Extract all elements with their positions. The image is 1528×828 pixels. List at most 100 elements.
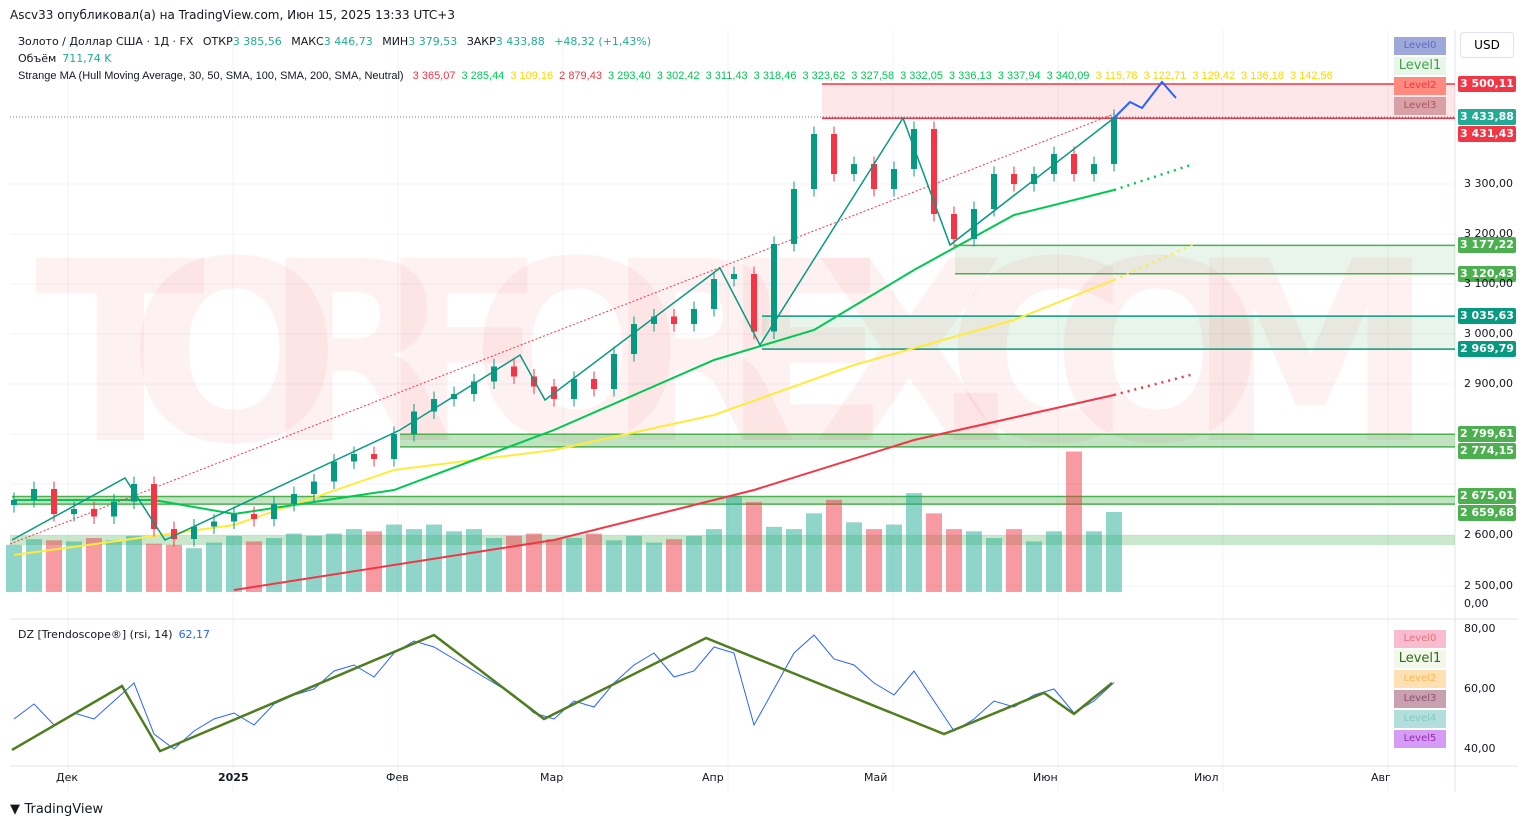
low-label: МИН — [382, 35, 409, 48]
published-header: Ascv33 опубликовал(а) на TradingView.com… — [10, 8, 455, 22]
symbol-name[interactable]: Золото / Доллар США · 1Д · FX — [18, 35, 194, 48]
candle-body — [91, 509, 97, 517]
volume-bar — [1046, 531, 1062, 592]
rsi-axis-label: 40,00 — [1464, 742, 1496, 755]
footer-brand: TradingView — [24, 802, 104, 817]
volume-bar — [786, 529, 802, 592]
rsi-level-legend-box: Level3 — [1394, 690, 1446, 708]
candle-body — [711, 279, 717, 309]
candle-body — [1111, 117, 1117, 164]
volume-bar — [766, 526, 782, 592]
trend-line — [9, 113, 1115, 545]
time-axis-label: 2025 — [218, 771, 249, 784]
indicator-value: 3 285,44 — [461, 70, 505, 82]
time-axis-label: Фев — [386, 771, 409, 784]
candle-body — [331, 461, 337, 482]
volume-bar — [126, 535, 142, 592]
candle-body — [31, 489, 37, 500]
indicator-value: 2 879,43 — [559, 70, 602, 82]
high-label: МАКС — [291, 35, 324, 48]
candle-body — [111, 501, 117, 517]
zone-rect — [762, 316, 1455, 350]
rsi-name[interactable]: DZ [Trendoscope®] (rsi, 14) — [18, 628, 173, 641]
zone-rect — [400, 434, 1455, 447]
volume-bar — [926, 513, 942, 592]
volume-bar — [566, 538, 582, 592]
rsi-zigzag — [11, 633, 1113, 753]
ma-projection — [1113, 242, 1195, 282]
rsi-level-legend-box: Level1 — [1394, 650, 1446, 668]
price-axis-label: 3 100,00 — [1464, 277, 1513, 290]
zone-rect — [955, 245, 1455, 274]
indicator-value: 3 323,62 — [802, 70, 846, 82]
candle-body — [371, 454, 377, 459]
volume-bar — [886, 524, 902, 592]
rsi-level-legend-box: Level0 — [1394, 630, 1446, 648]
indicator-value: 3 311,43 — [705, 70, 748, 82]
candle-body — [231, 514, 237, 522]
price-axis-label: 3 300,00 — [1464, 177, 1513, 190]
volume-bar — [246, 541, 262, 592]
indicator-value: 3 136,16 — [1241, 70, 1284, 82]
candle-body — [671, 316, 677, 324]
tradingview-logo: ▼ TradingView — [10, 802, 104, 817]
zone-rect — [822, 83, 1455, 119]
candle-body — [951, 214, 957, 239]
volume-bar — [146, 543, 162, 592]
candle-body — [651, 316, 657, 324]
sma200-line — [233, 394, 1115, 591]
candle-body — [811, 134, 817, 189]
indicator-name[interactable]: Strange MA (Hull Moving Average, 30, 50,… — [18, 70, 404, 82]
candle-body — [891, 169, 897, 189]
volume-bar — [186, 548, 202, 592]
indicator-value: 3 115,78 — [1095, 70, 1138, 82]
sma50-line — [14, 189, 1115, 516]
candle-body — [971, 209, 977, 239]
forecast-arrow — [1113, 80, 1177, 119]
price-axis-label: 3 000,00 — [1464, 327, 1513, 340]
rsi-axis-label: 60,00 — [1464, 682, 1496, 695]
candle-body — [611, 354, 617, 389]
time-axis-label: Дек — [56, 771, 79, 784]
price-axis-label: 2 500,00 — [1464, 579, 1513, 592]
candle-body — [171, 529, 177, 539]
candle-body — [691, 309, 697, 324]
candle-body — [771, 244, 777, 332]
volume-bar — [646, 542, 662, 592]
indicator-value: 3 122,71 — [1143, 70, 1187, 82]
rsi-axis-label: 80,00 — [1464, 622, 1496, 635]
time-axis-label: Май — [864, 771, 888, 784]
volume-bar — [366, 531, 382, 592]
level-legend-box: Level1 — [1394, 57, 1446, 75]
volume-bar — [286, 533, 302, 592]
volume-bar — [546, 539, 562, 592]
candle-body — [871, 164, 877, 189]
volume-label[interactable]: Объём — [18, 52, 57, 65]
volume-bar — [846, 522, 862, 592]
volume-bar — [166, 544, 182, 592]
volume-bar — [106, 540, 122, 592]
volume-bar — [446, 531, 462, 592]
indicator-legend: Strange MA (Hull Moving Average, 30, 50,… — [18, 69, 1383, 83]
currency-button[interactable]: USD — [1460, 32, 1514, 58]
close-label: ЗАКР — [466, 35, 496, 48]
candle-body — [211, 521, 217, 527]
price-label: 3 431,43 — [1458, 126, 1516, 143]
price-axis-label: 3 200,00 — [1464, 227, 1513, 240]
indicator-value: 3 327,58 — [851, 70, 895, 82]
candle-body — [291, 494, 297, 504]
indicator-value: 3 142,56 — [1289, 70, 1333, 82]
volume-bar — [526, 533, 542, 592]
volume-bar — [66, 541, 82, 592]
rsi-value: 62,17 — [178, 628, 211, 641]
time-axis-label: Апр — [702, 771, 724, 784]
price-label: 3 177,22 — [1458, 237, 1516, 254]
volume-bar — [486, 538, 502, 592]
candle-body — [1071, 154, 1077, 174]
price-label: 2 675,01 — [1458, 488, 1516, 505]
volume-bar — [506, 535, 522, 592]
candle-body — [631, 324, 637, 354]
volume-bar — [306, 535, 322, 592]
indicator-value: 3 365,07 — [412, 70, 456, 82]
